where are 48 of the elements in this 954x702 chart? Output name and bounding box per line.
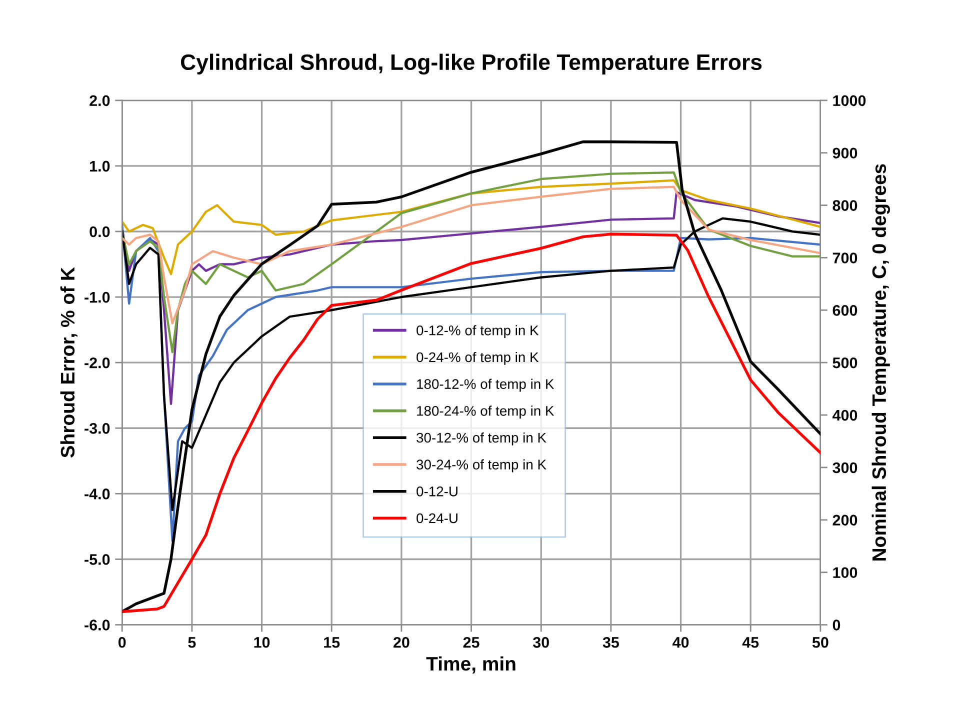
x-tick-label: 50	[812, 636, 828, 648]
line-series	[122, 232, 820, 614]
y2-tick-label: 600	[832, 305, 858, 316]
legend-label: 0-24-U	[416, 513, 458, 524]
y-tick-label: -3.0	[84, 423, 110, 434]
y2-tick-label: 900	[832, 148, 858, 159]
y-axis-title: Shroud Error, % of K	[60, 267, 78, 458]
y2-tick-label: 0	[832, 620, 840, 630]
x-tick-label: 45	[742, 637, 759, 648]
legend-label: 30-12-% of temp in K	[416, 432, 546, 446]
legend-label: 0-12-U	[416, 486, 458, 496]
x-tick-label: 10	[254, 636, 270, 648]
legend-label: 180-24-% of temp in K	[417, 406, 554, 419]
legend-label: 0-24-% of temp in K	[416, 352, 539, 365]
y-tick-label: -5.0	[84, 554, 110, 565]
line-series	[122, 171, 820, 354]
legend-label: 180-12-% of temp in K	[417, 378, 554, 392]
chart-title: Cylindrical Shroud, Log-like Profile Temperature Errors	[180, 54, 762, 75]
line-series	[122, 179, 820, 276]
x-tick-label: 40	[672, 636, 689, 648]
y2-tick-label: 200	[832, 514, 858, 526]
y-tick-label: -6.0	[84, 620, 110, 630]
y2-tick-label: 500	[832, 357, 858, 368]
y2-tick-label: 400	[832, 410, 858, 421]
x-tick-label: 0	[118, 636, 126, 648]
y-tick-label: 1.0	[90, 160, 110, 172]
legend-label: 30-24-% of temp in K	[416, 459, 546, 472]
x-tick-label: 30	[532, 636, 549, 648]
y-tick-label: -2.0	[84, 357, 110, 368]
y2-tick-label: 700	[832, 252, 858, 264]
x-tick-label: 5	[188, 637, 196, 648]
line-series	[122, 191, 820, 405]
legend-label: 0-12-% of temp in K	[416, 325, 539, 338]
x-tick-label: 25	[463, 636, 480, 648]
y2-tick-label: 1000	[833, 95, 866, 106]
x-axis-title: Time, min	[426, 656, 516, 674]
x-tick-label: 15	[324, 637, 340, 648]
y-tick-label: -1.0	[84, 292, 110, 303]
y2-tick-label: 300	[832, 462, 858, 474]
x-tick-label: 20	[393, 636, 410, 648]
y2-axis-title: Nominal Shroud Temperature, C, 0 degrees	[872, 164, 890, 560]
y-tick-label: -4.0	[84, 488, 110, 500]
line-series	[122, 186, 820, 324]
y2-tick-label: 100	[833, 567, 858, 578]
y-tick-label: 0.0	[90, 226, 110, 238]
y-tick-label: 2.0	[90, 95, 110, 106]
y2-tick-label: 800	[832, 200, 858, 211]
x-tick-label: 35	[602, 636, 620, 648]
